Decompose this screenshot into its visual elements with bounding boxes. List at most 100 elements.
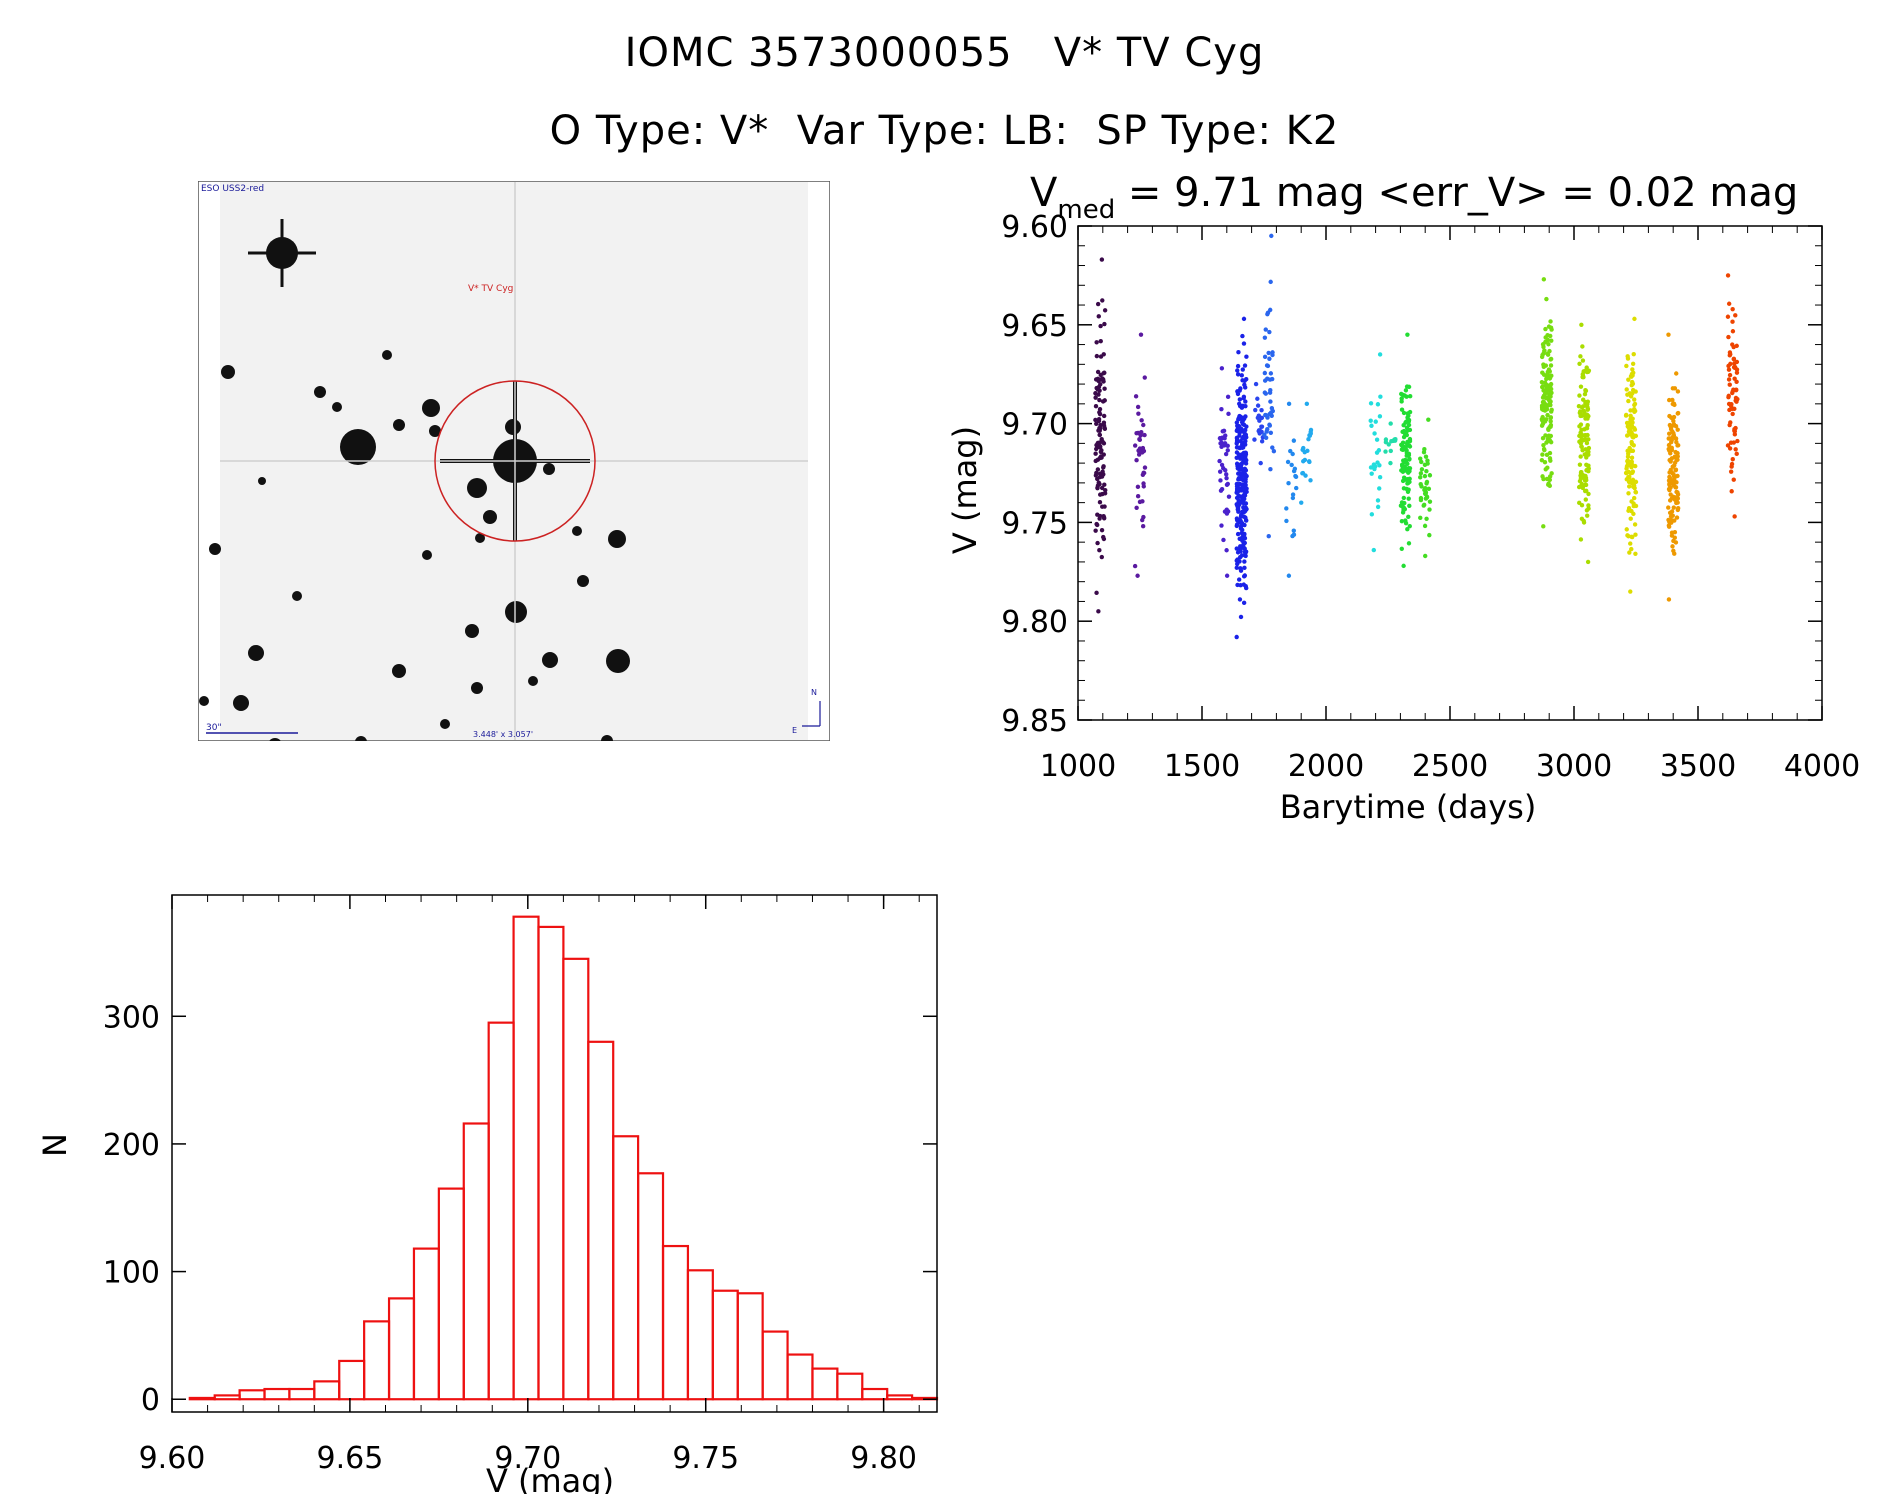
title-sub: med bbox=[1057, 195, 1115, 225]
data-point bbox=[1585, 559, 1591, 565]
data-point bbox=[1290, 495, 1296, 501]
data-point bbox=[1368, 418, 1373, 423]
histogram-bar bbox=[861, 1387, 889, 1401]
star bbox=[314, 386, 326, 398]
histogram-bar bbox=[412, 1247, 440, 1401]
data-point bbox=[1376, 448, 1382, 453]
data-point bbox=[1284, 518, 1289, 524]
data-point bbox=[1423, 553, 1428, 559]
data-point bbox=[1671, 505, 1676, 510]
data-point bbox=[1299, 500, 1304, 505]
data-point bbox=[1259, 424, 1265, 429]
histogram-bar bbox=[886, 1394, 914, 1401]
data-point bbox=[1244, 585, 1249, 591]
data-point bbox=[1401, 467, 1406, 472]
data-point bbox=[1236, 452, 1242, 457]
data-point bbox=[1401, 422, 1406, 428]
chart-subtitle: O Type: V* Var Type: LB: SP Type: K2 bbox=[549, 108, 1340, 154]
data-point bbox=[1548, 386, 1554, 392]
data-point bbox=[1580, 374, 1585, 380]
data-point bbox=[1578, 470, 1584, 476]
data-point bbox=[1726, 394, 1731, 400]
data-point bbox=[1226, 411, 1231, 417]
data-point bbox=[1629, 455, 1635, 460]
data-point bbox=[1269, 233, 1274, 239]
data-point bbox=[1406, 417, 1412, 423]
data-point bbox=[1244, 354, 1249, 359]
data-point bbox=[1368, 465, 1374, 470]
data-point bbox=[1427, 473, 1433, 478]
data-point bbox=[1543, 326, 1548, 332]
data-point bbox=[1237, 597, 1243, 602]
data-point bbox=[1242, 430, 1247, 435]
star bbox=[572, 526, 582, 536]
data-point bbox=[1582, 427, 1587, 432]
star bbox=[199, 696, 209, 706]
data-point bbox=[1673, 540, 1679, 545]
data-point bbox=[1235, 363, 1241, 369]
data-point bbox=[1407, 476, 1412, 481]
histogram-bar bbox=[562, 957, 590, 1401]
data-point bbox=[1240, 367, 1245, 372]
data-point bbox=[1268, 279, 1273, 285]
data-point bbox=[1401, 495, 1407, 501]
data-point bbox=[1285, 459, 1291, 465]
data-point bbox=[1268, 307, 1273, 313]
data-point bbox=[1667, 446, 1672, 451]
data-point bbox=[1268, 430, 1274, 435]
data-point bbox=[1579, 444, 1584, 449]
data-point bbox=[1240, 378, 1245, 383]
data-point bbox=[1725, 273, 1731, 278]
star bbox=[542, 652, 558, 668]
data-point bbox=[1726, 334, 1731, 340]
histogram-bar bbox=[587, 1040, 615, 1401]
data-point bbox=[1220, 429, 1225, 434]
data-point bbox=[1094, 470, 1099, 476]
data-point bbox=[1628, 417, 1633, 422]
data-point bbox=[1632, 397, 1637, 402]
data-point bbox=[1241, 545, 1247, 551]
data-point bbox=[1132, 443, 1138, 448]
data-point bbox=[1224, 482, 1230, 487]
data-point bbox=[1400, 440, 1406, 445]
x-tick-label: 9.75 bbox=[672, 1441, 739, 1476]
histogram-frame bbox=[171, 894, 938, 1413]
data-point bbox=[1732, 406, 1737, 412]
star bbox=[465, 624, 479, 638]
data-point bbox=[1579, 322, 1584, 327]
data-point bbox=[1577, 500, 1582, 506]
data-point bbox=[1671, 401, 1677, 406]
data-point bbox=[1138, 332, 1144, 337]
data-point bbox=[1626, 484, 1632, 489]
data-point bbox=[1401, 410, 1407, 416]
data-point bbox=[1292, 466, 1298, 471]
star bbox=[258, 477, 266, 485]
data-point bbox=[1541, 524, 1546, 529]
data-point bbox=[1096, 609, 1101, 614]
data-point bbox=[1264, 363, 1270, 368]
data-point bbox=[1236, 417, 1241, 422]
data-point bbox=[1581, 369, 1586, 374]
data-point bbox=[1418, 471, 1424, 476]
data-point bbox=[1267, 411, 1272, 417]
data-point bbox=[1241, 600, 1247, 606]
data-point bbox=[1377, 414, 1383, 419]
data-point bbox=[1223, 451, 1229, 457]
data-point bbox=[1270, 445, 1275, 450]
data-point bbox=[1133, 394, 1139, 399]
data-point bbox=[1137, 437, 1143, 443]
data-point bbox=[1540, 436, 1546, 441]
data-point bbox=[1544, 296, 1549, 302]
data-point bbox=[1094, 590, 1099, 596]
data-point bbox=[1732, 365, 1737, 371]
data-point bbox=[1386, 442, 1391, 447]
data-point bbox=[1667, 519, 1672, 525]
data-point bbox=[1094, 446, 1099, 452]
data-point bbox=[1103, 487, 1108, 493]
data-point bbox=[1674, 371, 1679, 376]
data-point bbox=[1422, 523, 1428, 529]
data-point bbox=[1257, 418, 1262, 423]
data-point bbox=[1405, 468, 1411, 474]
data-point bbox=[1419, 467, 1425, 472]
data-point bbox=[1668, 451, 1673, 456]
